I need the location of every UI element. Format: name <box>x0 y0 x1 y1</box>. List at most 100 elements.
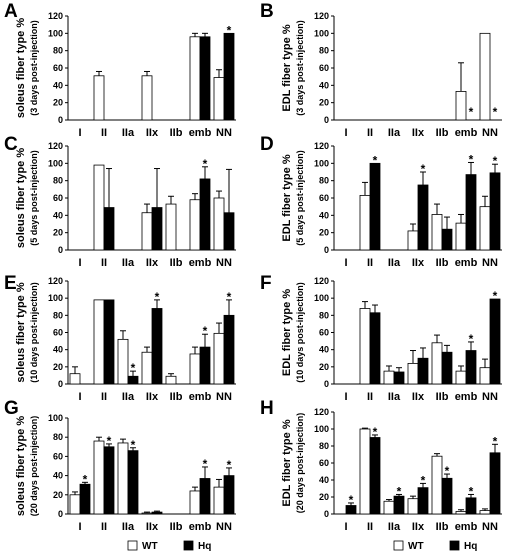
x-category-label: emb <box>189 521 212 533</box>
bar-hq <box>199 178 211 251</box>
y-tick-label: 0 <box>58 245 63 255</box>
y-tick-label: 60 <box>319 458 329 468</box>
x-category-label: IIx <box>412 257 425 269</box>
y-axis-subtitle: (20 days post-injection) <box>29 416 39 517</box>
panel-letter: H <box>260 398 274 419</box>
y-tick-label: 40 <box>53 210 63 220</box>
x-category-label: IIa <box>122 257 135 269</box>
bar-wt <box>479 510 491 515</box>
significance-star: * <box>493 154 498 168</box>
y-tick-label: 20 <box>319 492 329 502</box>
bar-hq <box>199 346 211 385</box>
x-category-label: IIx <box>146 391 159 403</box>
y-axis-subtitle: (5 days post-injection) <box>29 150 39 246</box>
y-tick-label: 100 <box>48 413 63 423</box>
y-tick-label: 40 <box>319 80 329 90</box>
significance-star: * <box>107 434 112 448</box>
x-category-label: IIx <box>412 521 425 533</box>
y-tick-label: 80 <box>53 310 63 320</box>
y-tick-label: 20 <box>53 362 63 372</box>
y-tick-label: 40 <box>53 345 63 355</box>
bar-hq <box>151 511 163 515</box>
bar-wt <box>359 308 371 385</box>
bar-wt <box>69 494 81 515</box>
panel-letter: F <box>260 273 272 294</box>
bar-wt <box>165 203 177 251</box>
bar-hq <box>489 452 501 515</box>
panel-letter: E <box>4 273 17 294</box>
significance-star: * <box>131 438 136 452</box>
significance-star: * <box>469 105 474 119</box>
bar-wt <box>189 490 201 515</box>
y-tick-label: 60 <box>319 63 329 73</box>
x-category-label: II <box>101 391 107 403</box>
x-category-label: IIb <box>170 521 183 533</box>
x-category-label: IIb <box>170 257 183 269</box>
significance-star: * <box>203 324 208 338</box>
bar-hq <box>369 437 381 515</box>
legend-label: Hq <box>464 541 477 552</box>
significance-star: * <box>397 484 402 498</box>
y-tick-label: 120 <box>48 11 63 21</box>
y-tick-label: 40 <box>319 475 329 485</box>
bar-wt <box>117 338 129 385</box>
x-category-label: IIx <box>146 521 159 533</box>
y-axis-subtitle: (10 days post-injection) <box>29 282 39 383</box>
bar-hq <box>489 298 501 385</box>
chart-panel-f: F EDL fiber type % (10 days post-injection… <box>260 273 502 403</box>
x-category-label: I <box>344 521 347 533</box>
bar-hq <box>199 478 211 515</box>
y-tick-label: 80 <box>319 441 329 451</box>
bar-hq <box>441 477 453 515</box>
y-tick-label: 120 <box>314 11 329 21</box>
bar-wt <box>141 75 153 121</box>
bar-wt <box>189 353 201 385</box>
significance-star: * <box>469 332 474 346</box>
bar-wt <box>407 498 419 515</box>
bar-hq <box>417 487 429 515</box>
x-category-label: IIx <box>412 127 425 139</box>
significance-star: * <box>421 162 426 176</box>
x-category-label: IIa <box>388 127 401 139</box>
bar-wt <box>455 370 467 385</box>
y-tick-label: 0 <box>324 509 329 519</box>
x-category-label: NN <box>482 521 498 533</box>
bar-wt <box>93 75 105 121</box>
significance-star: * <box>493 289 498 303</box>
significance-star: * <box>131 361 136 375</box>
bar-hq <box>223 475 235 515</box>
y-tick-label: 40 <box>53 471 63 481</box>
x-category-label: emb <box>189 391 212 403</box>
chart-panel-h: H EDL fiber type % (20 days post-injection… <box>260 398 502 552</box>
y-tick-label: 80 <box>319 46 329 56</box>
y-tick-label: 120 <box>48 141 63 151</box>
bar-hq <box>151 207 163 251</box>
y-tick-label: 0 <box>324 245 329 255</box>
bar-wt <box>189 36 201 121</box>
significance-star: * <box>493 105 498 119</box>
legend-swatch-wt <box>393 540 404 551</box>
y-tick-label: 100 <box>314 28 329 38</box>
significance-star: * <box>227 23 232 37</box>
x-category-label: I <box>78 127 81 139</box>
x-category-label: IIb <box>436 127 449 139</box>
y-tick-label: 120 <box>48 276 63 286</box>
bar-hq <box>393 495 405 515</box>
x-category-label: I <box>78 257 81 269</box>
x-category-label: IIx <box>146 257 159 269</box>
x-category-label: NN <box>216 521 232 533</box>
significance-star: * <box>155 290 160 304</box>
y-axis-title: EDL fiber type % <box>281 24 293 111</box>
x-category-label: I <box>78 391 81 403</box>
significance-star: * <box>445 464 450 478</box>
bar-wt <box>93 440 105 515</box>
x-category-label: NN <box>216 127 232 139</box>
bar-hq <box>103 446 115 515</box>
x-category-label: IIb <box>436 521 449 533</box>
bar-wt <box>141 351 153 385</box>
y-tick-label: 60 <box>319 193 329 203</box>
significance-star: * <box>227 290 232 304</box>
x-category-label: I <box>78 521 81 533</box>
